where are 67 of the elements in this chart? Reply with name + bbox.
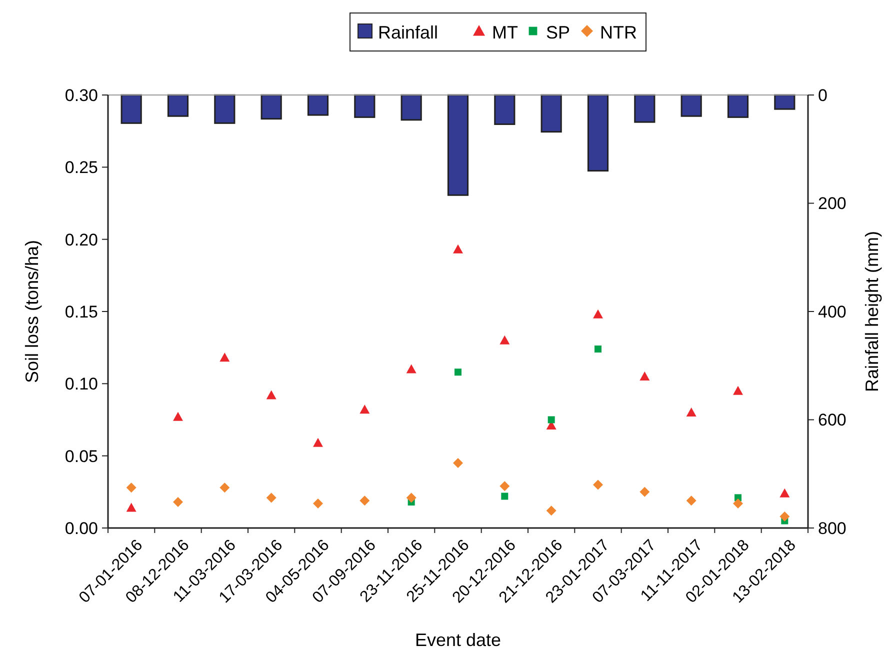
y-tick-label: 0.20 bbox=[64, 230, 98, 250]
point bbox=[454, 368, 462, 376]
y2-tick-label: 200 bbox=[818, 194, 846, 214]
bar bbox=[680, 94, 702, 117]
point bbox=[173, 412, 183, 421]
y2-tick-label: 0 bbox=[818, 86, 828, 105]
point bbox=[686, 496, 696, 506]
bar bbox=[167, 94, 189, 117]
point bbox=[220, 482, 230, 493]
y-tick-label: 0.00 bbox=[64, 518, 98, 538]
point bbox=[500, 335, 510, 344]
point bbox=[546, 506, 556, 516]
point bbox=[640, 371, 650, 380]
point bbox=[780, 488, 790, 498]
bar bbox=[540, 94, 562, 133]
y-tick-label: 0.10 bbox=[64, 374, 98, 394]
bar bbox=[494, 94, 516, 125]
bar bbox=[634, 94, 656, 123]
bar bbox=[354, 94, 376, 118]
point bbox=[313, 498, 323, 508]
point bbox=[500, 481, 510, 492]
legend-label: MT bbox=[492, 22, 518, 42]
bar bbox=[447, 94, 469, 196]
x-axis-title: Event date bbox=[414, 630, 502, 650]
y2-tick-label: 800 bbox=[818, 518, 846, 538]
point bbox=[501, 492, 508, 500]
y-tick-label: 0.25 bbox=[64, 158, 98, 178]
point bbox=[266, 492, 276, 503]
point bbox=[780, 511, 790, 522]
point bbox=[220, 352, 230, 362]
point bbox=[686, 408, 696, 417]
y-axis-title: Soil loss (tons/ha) bbox=[22, 240, 42, 384]
y2-tick-label: 600 bbox=[818, 410, 846, 430]
bar bbox=[120, 94, 142, 124]
point bbox=[406, 492, 416, 503]
point bbox=[406, 364, 416, 374]
y-tick-label: 0.15 bbox=[64, 302, 98, 322]
point bbox=[126, 482, 136, 493]
point bbox=[173, 497, 183, 508]
point bbox=[360, 404, 370, 414]
point bbox=[453, 244, 463, 254]
bar bbox=[727, 94, 749, 118]
y-tick-label: 0.05 bbox=[64, 446, 98, 466]
bar bbox=[400, 94, 422, 121]
legend-label: SP bbox=[546, 22, 570, 42]
point bbox=[594, 346, 602, 353]
point bbox=[266, 390, 276, 400]
legend-label: NTR bbox=[600, 22, 637, 42]
point bbox=[313, 438, 323, 447]
point bbox=[548, 416, 555, 424]
bar bbox=[307, 94, 329, 116]
bar bbox=[774, 94, 796, 110]
bar bbox=[214, 94, 236, 124]
point bbox=[360, 496, 370, 506]
point bbox=[733, 498, 743, 508]
point bbox=[126, 502, 136, 512]
y2-tick-label: 400 bbox=[818, 302, 846, 322]
bar bbox=[260, 94, 282, 120]
point bbox=[453, 458, 463, 468]
point bbox=[733, 386, 743, 395]
legend-label: Rainfall bbox=[378, 22, 438, 42]
y2-axis-title: Rainfall height (mm) bbox=[862, 230, 882, 392]
bar bbox=[587, 94, 609, 172]
y-tick-label: 0.30 bbox=[64, 86, 98, 105]
point bbox=[640, 486, 650, 497]
point bbox=[593, 309, 603, 318]
point bbox=[593, 480, 603, 490]
